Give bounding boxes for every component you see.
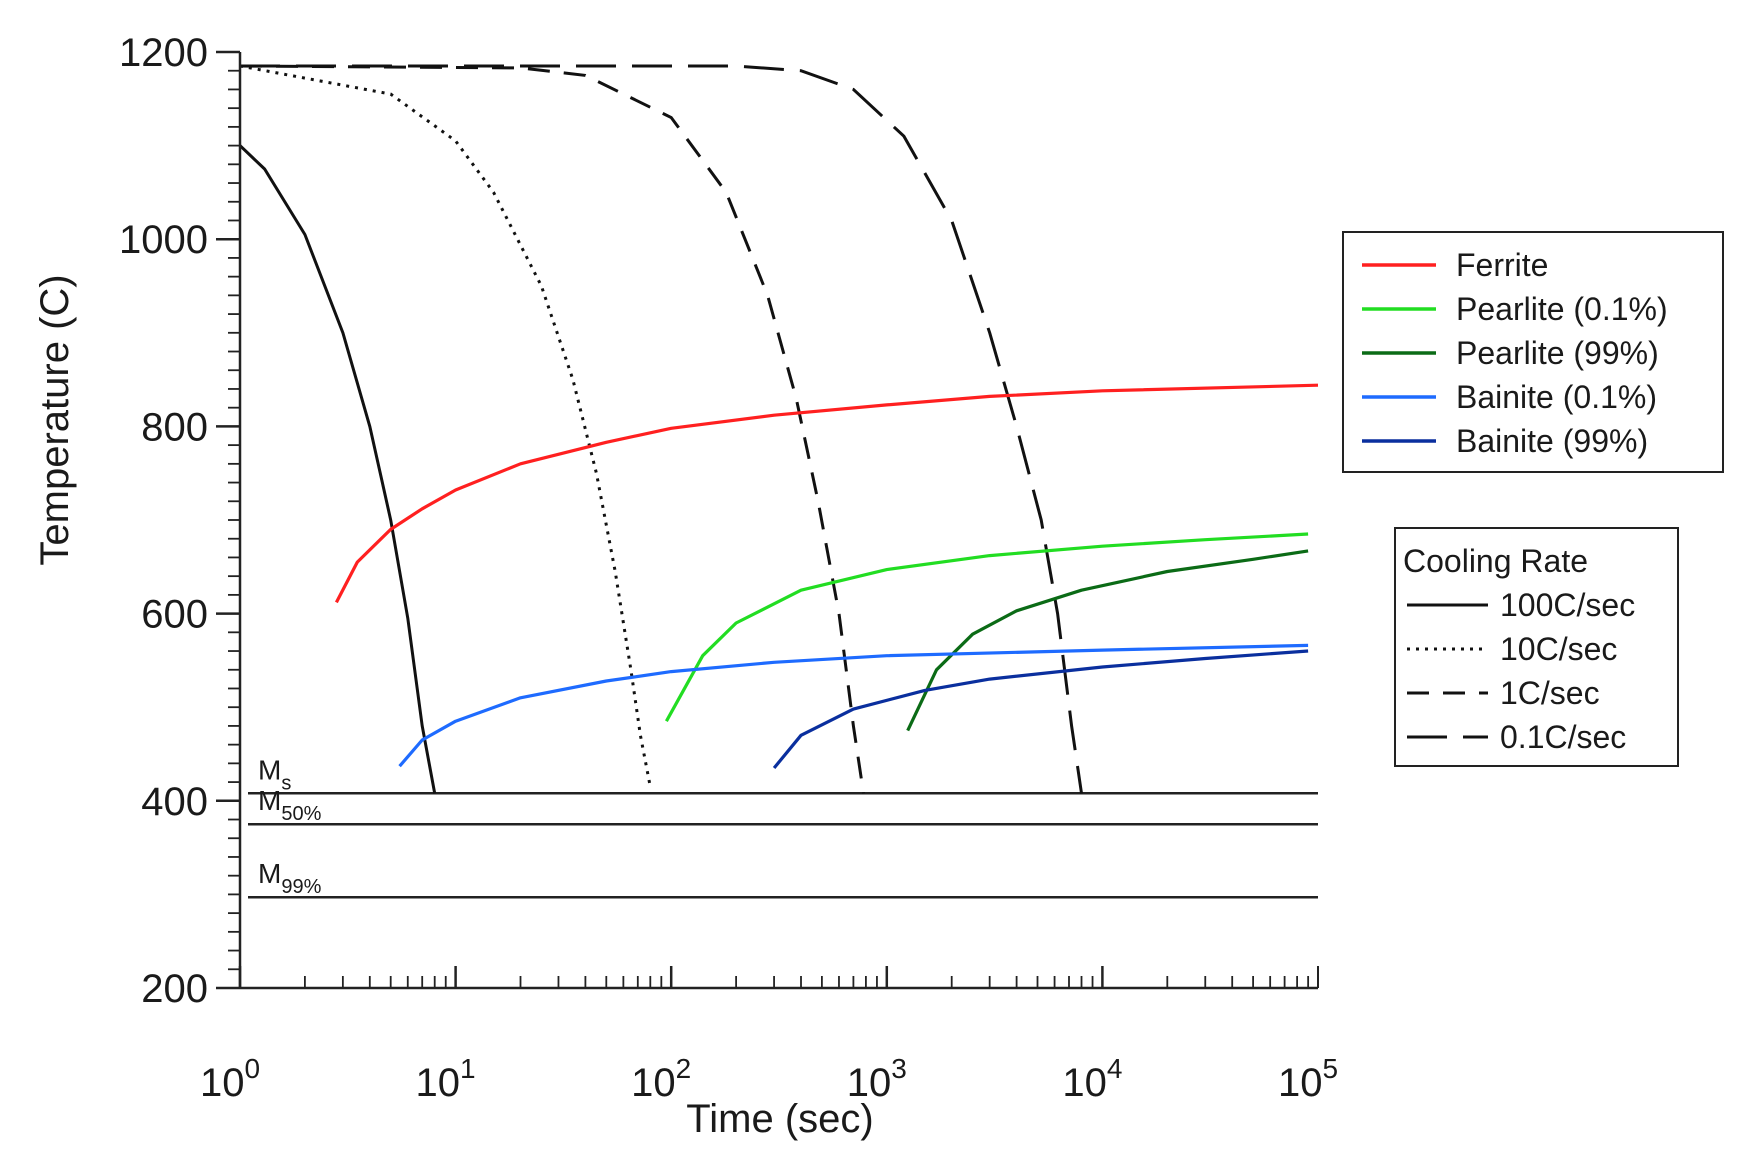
phase-curve-4: [772, 649, 1309, 770]
y-tick-label-2: 600: [141, 593, 208, 637]
x-tick-label-0: 100: [200, 1053, 260, 1105]
y-axis-title: Temperature (C): [33, 274, 77, 565]
cooling-curve-3: [240, 64, 1083, 794]
cooling-legend-label-3: 0.1C/sec: [1500, 719, 1626, 755]
y-tick-label-3: 800: [141, 405, 208, 449]
martensite-label-1: M50%: [258, 785, 322, 825]
x-tick-label-3: 103: [847, 1053, 907, 1105]
x-axis-title: Time (sec): [686, 1097, 873, 1141]
martensite-label-0: Ms: [258, 754, 291, 794]
phase-legend-label-2: Pearlite (99%): [1456, 335, 1659, 371]
x-tick-label-5: 105: [1278, 1053, 1338, 1105]
y-tick-label-5: 1200: [119, 31, 208, 75]
cooling-curve-1: [239, 64, 652, 788]
cooling-legend-box: [1394, 527, 1679, 767]
y-tick-label-4: 1000: [119, 218, 208, 262]
martensite-label-2: M99%: [258, 858, 322, 898]
x-tick-label-4: 104: [1062, 1053, 1122, 1105]
cooling-legend: Cooling Rate 100C/sec 10C/sec 1C/sec 0.1C/s…: [1394, 527, 1679, 767]
phase-curve-0: [334, 383, 1319, 604]
phase-legend-label-1: Pearlite (0.1%): [1456, 291, 1668, 327]
phase-legend-label-4: Bainite (99%): [1456, 423, 1648, 459]
cooling-legend-title: Cooling Rate: [1403, 543, 1588, 579]
x-tick-label-2: 102: [631, 1053, 691, 1105]
cooling-curve-0: [238, 144, 437, 794]
phase-legend-label-3: Bainite (0.1%): [1456, 379, 1657, 415]
phase-curve-3: [398, 643, 1309, 768]
phase-curve-2: [906, 549, 1309, 732]
phase-curve-1: [665, 532, 1309, 722]
phase-legend: Ferrite Pearlite (0.1%) Pearlite (99%) Bain…: [1342, 231, 1724, 473]
x-tick-label-1: 101: [416, 1053, 476, 1105]
cooling-curve-2: [239, 64, 865, 794]
cooling-legend-label-1: 10C/sec: [1500, 631, 1617, 667]
cooling-legend-label-2: 1C/sec: [1500, 675, 1600, 711]
y-tick-label-0: 200: [141, 967, 208, 1011]
cooling-legend-label-0: 100C/sec: [1500, 587, 1635, 623]
phase-legend-label-0: Ferrite: [1456, 247, 1548, 283]
y-tick-label-1: 400: [141, 780, 208, 824]
